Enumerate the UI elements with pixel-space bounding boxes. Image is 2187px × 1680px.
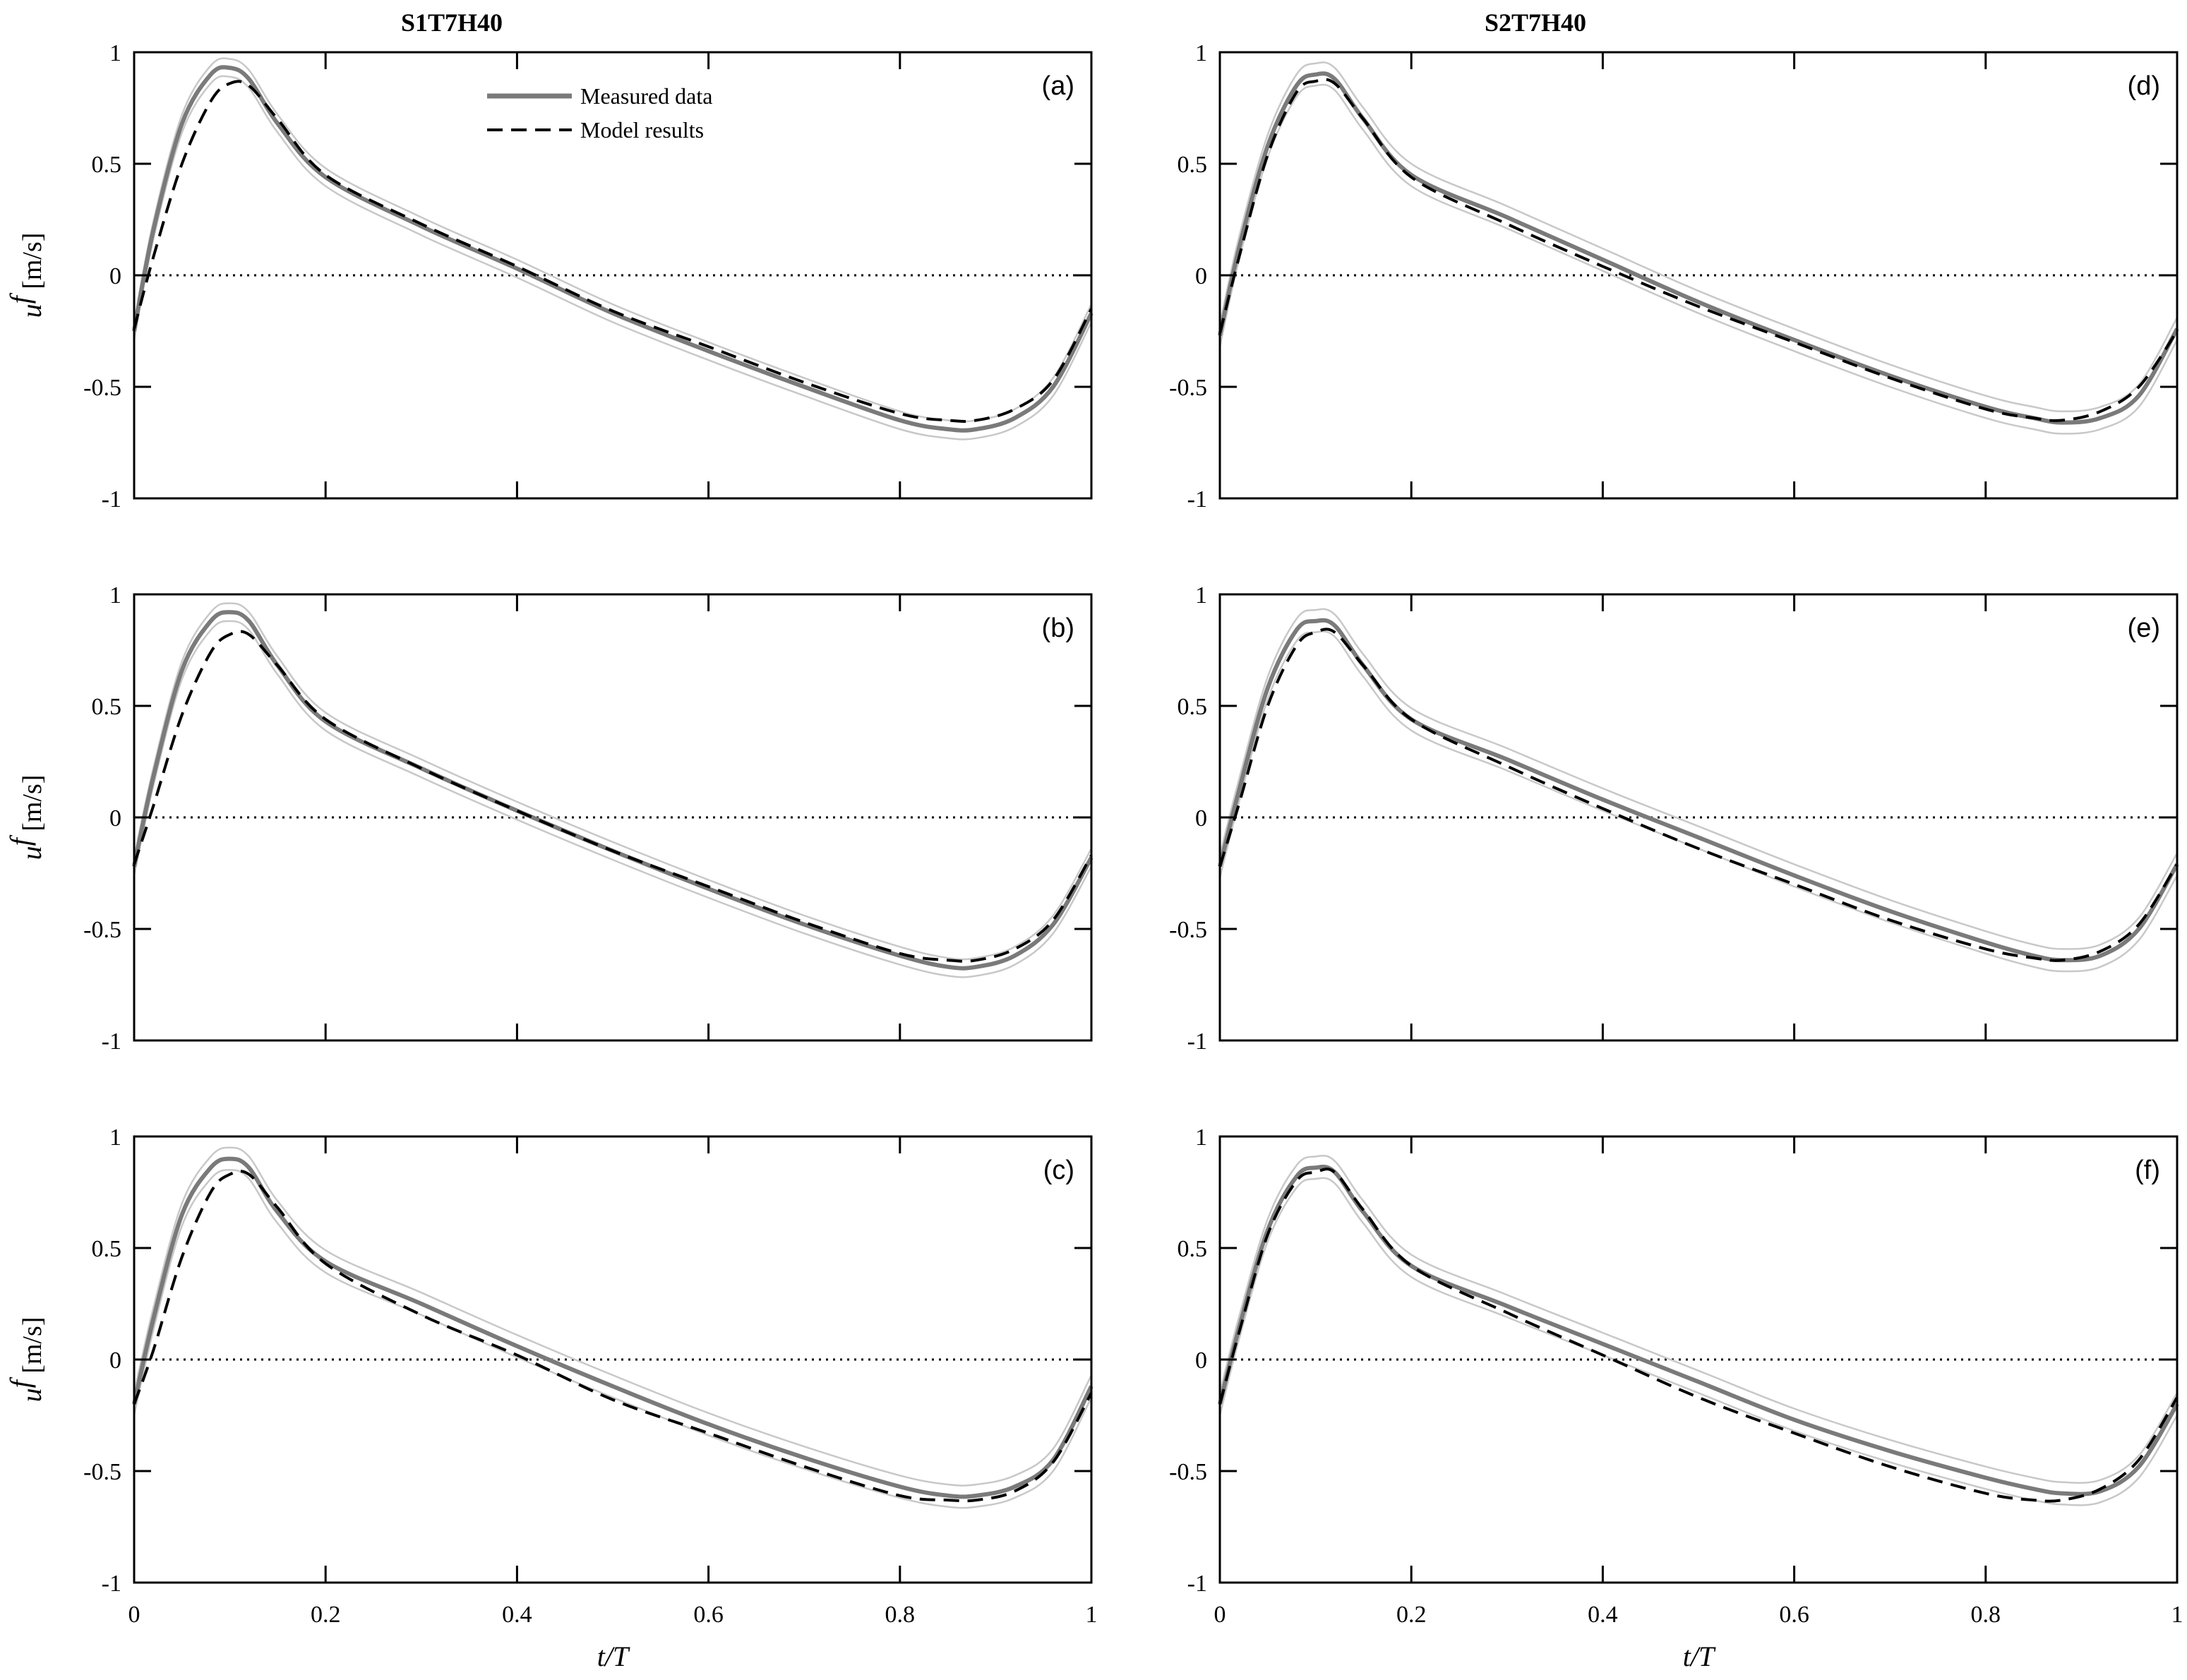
y-tick-label: 0 [1195,805,1207,832]
x-tick-label: 0.4 [502,1602,532,1628]
panel-label: (f) [2135,1156,2160,1185]
measured-data-line [132,65,1094,433]
x-tick-label: 0 [128,1602,140,1628]
y-tick-label: 0.5 [92,152,122,178]
y-tick-label: 1 [1195,582,1207,608]
measured-lower-envelope [133,620,1093,978]
panel-a: 1 0.5 0 -0.5 -1 (a) uf [m/s] [4,40,1094,512]
x-tick-label: 0.8 [885,1602,916,1628]
x-tick-label: 0 [1214,1602,1226,1628]
y-tick-label: 0 [1195,1348,1207,1374]
y-tick-label: -0.5 [1169,375,1207,401]
y-tick-label: 1 [109,1124,121,1151]
y-tick-label: -0.5 [83,917,121,943]
x-tick-label: 1 [1086,1602,1098,1628]
measured-lower-envelope [133,1169,1093,1509]
x-tick-label: 0.8 [1971,1602,2001,1628]
x-axis-label: t/T [1683,1640,1716,1672]
panel-e: 1 0.5 0 -0.5 -1 (e) [1169,582,2179,1055]
measured-upper-envelope [133,1146,1093,1487]
panel-label: (d) [2128,71,2160,101]
column-title-right: S2T7H40 [1485,8,1586,37]
y-tick-label: 0 [109,263,121,289]
x-tick-label: 0.4 [1588,1602,1618,1628]
x-axis-label: t/T [597,1640,630,1672]
panel-label: (a) [1042,71,1074,101]
y-tick-label: -1 [1187,1571,1207,1597]
y-tick-label: -0.5 [83,1459,121,1485]
legend-measured-label: Measured data [580,83,712,109]
measured-lower-envelope [1218,1177,2179,1506]
y-tick-label: 0.5 [92,1236,122,1262]
measured-data-line [132,610,1094,971]
measured-data-line [1218,618,2179,963]
model-results-line [133,1170,1093,1503]
y-tick-label: 0 [109,1348,121,1374]
model-results-line [1218,78,2179,422]
measured-data-line [1218,71,2179,425]
y-tick-label: -1 [102,1028,121,1055]
y-axis-label: uf [m/s] [4,233,47,318]
y-tick-label: 1 [109,582,121,608]
column-title-left: S1T7H40 [401,8,503,37]
x-tick-label: 0.2 [1396,1602,1427,1628]
measured-lower-envelope [1218,83,2179,435]
measured-upper-envelope [133,57,1093,423]
panel-f: 1 0.5 0 -0.5 -1 0 0.2 0.4 0.6 0.8 1 (f) t/T [1169,1124,2183,1672]
measured-lower-envelope [1218,630,2179,973]
y-tick-label: 0 [109,805,121,832]
y-tick-label: 0.5 [92,694,122,720]
measured-lower-envelope [133,75,1093,440]
y-tick-label: -1 [102,1571,121,1597]
legend-model-label: Model results [580,117,704,143]
y-tick-label: -1 [1187,1028,1207,1055]
measured-upper-envelope [1218,1154,2179,1484]
y-tick-label: -1 [102,486,121,512]
panel-d: 1 0.5 0 -0.5 -1 (d) [1169,40,2179,512]
panel-label: (e) [2128,613,2160,643]
legend: Measured data Model results [487,83,712,143]
y-tick-label: 1 [1195,40,1207,66]
y-tick-label: -0.5 [83,375,121,401]
y-tick-label: 0 [1195,263,1207,289]
measured-data-line [132,1156,1094,1499]
y-tick-label: 1 [1195,1124,1207,1151]
model-results-line [1218,628,2179,962]
y-tick-label: 1 [109,40,121,66]
y-tick-label: -0.5 [1169,917,1207,943]
y-tick-label: -1 [1187,486,1207,512]
x-tick-label: 1 [2171,1602,2183,1628]
measured-upper-envelope [1218,61,2179,413]
y-tick-label: 0.5 [1178,152,1208,178]
y-tick-label: 0.5 [1178,1236,1208,1262]
x-tick-label: 0.2 [311,1602,341,1628]
panel-c: 1 0.5 0 -0.5 -1 0 0.2 0.4 0.6 0.8 1 (c) uf [m/s] t/T [4,1124,1098,1672]
measured-data-line [1218,1164,2179,1496]
panel-b: 1 0.5 0 -0.5 -1 (b) uf [m/s] [4,582,1094,1055]
y-axis-label: uf [m/s] [4,775,47,860]
panel-label: (c) [1043,1156,1074,1185]
model-results-line [1218,1168,2179,1503]
y-tick-label: -0.5 [1169,1459,1207,1485]
x-tick-label: 0.6 [1779,1602,1809,1628]
model-results-line [133,630,1093,963]
measured-upper-envelope [133,602,1093,961]
y-tick-label: 0.5 [1178,694,1208,720]
panel-label: (b) [1042,613,1074,643]
x-tick-label: 0.6 [693,1602,724,1628]
measured-upper-envelope [1218,608,2179,950]
y-axis-label: uf [m/s] [4,1317,47,1403]
